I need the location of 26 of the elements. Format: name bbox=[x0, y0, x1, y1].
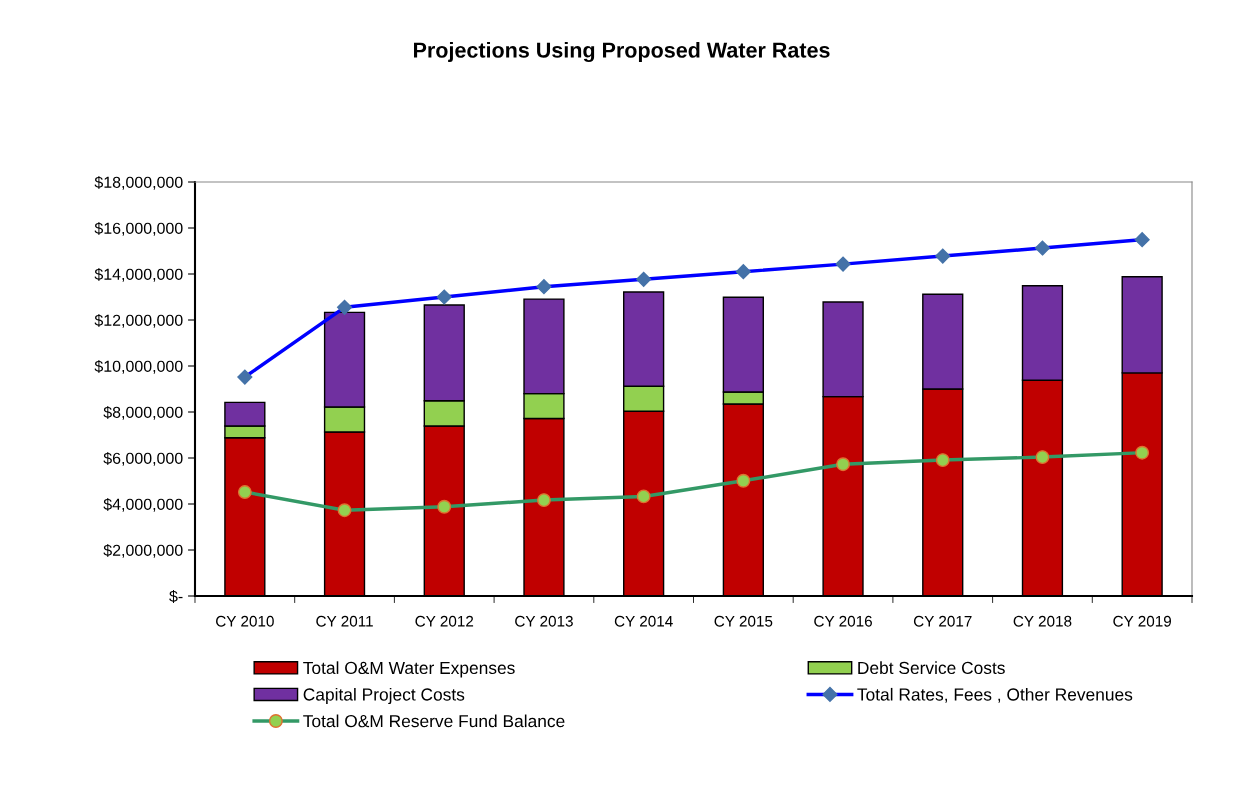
x-tick-label: CY 2010 bbox=[216, 615, 274, 627]
legend-label: Total O&M Water Expenses bbox=[303, 661, 515, 678]
y-tick-label: $18,000,000 bbox=[94, 175, 183, 190]
x-tick-label: CY 2013 bbox=[515, 615, 573, 627]
y-tick-label: $10,000,000 bbox=[94, 359, 183, 374]
y-tick-label: $14,000,000 bbox=[94, 267, 183, 282]
y-tick-label: $- bbox=[169, 589, 183, 603]
x-tick-label: CY 2017 bbox=[913, 615, 972, 627]
y-tick-label: $2,000,000 bbox=[103, 543, 183, 558]
chart-title: Projections Using Proposed Water Rates bbox=[414, 41, 830, 63]
x-tick-label: CY 2018 bbox=[1013, 615, 1072, 627]
y-tick-label: $12,000,000 bbox=[94, 313, 183, 328]
y-tick-label: $4,000,000 bbox=[103, 497, 183, 512]
x-tick-label: CY 2019 bbox=[1113, 615, 1172, 627]
y-tick-label: $8,000,000 bbox=[103, 405, 183, 420]
legend-label: Capital Project Costs bbox=[303, 687, 465, 705]
legend-label: Total Rates, Fees , Other Revenues bbox=[857, 687, 1133, 703]
x-tick-label: CY 2014 bbox=[614, 615, 673, 627]
legend-label: Debt Service Costs bbox=[858, 661, 1005, 675]
x-tick-label: CY 2011 bbox=[316, 615, 373, 627]
y-tick-label: $6,000,000 bbox=[103, 451, 183, 466]
x-tick-label: CY 2012 bbox=[415, 615, 474, 627]
x-tick-label: CY 2015 bbox=[714, 615, 773, 627]
legend-label: Total O&M Reserve Fund Balance bbox=[303, 714, 565, 728]
y-tick-label: $16,000,000 bbox=[94, 221, 183, 236]
x-tick-label: CY 2016 bbox=[814, 615, 872, 627]
